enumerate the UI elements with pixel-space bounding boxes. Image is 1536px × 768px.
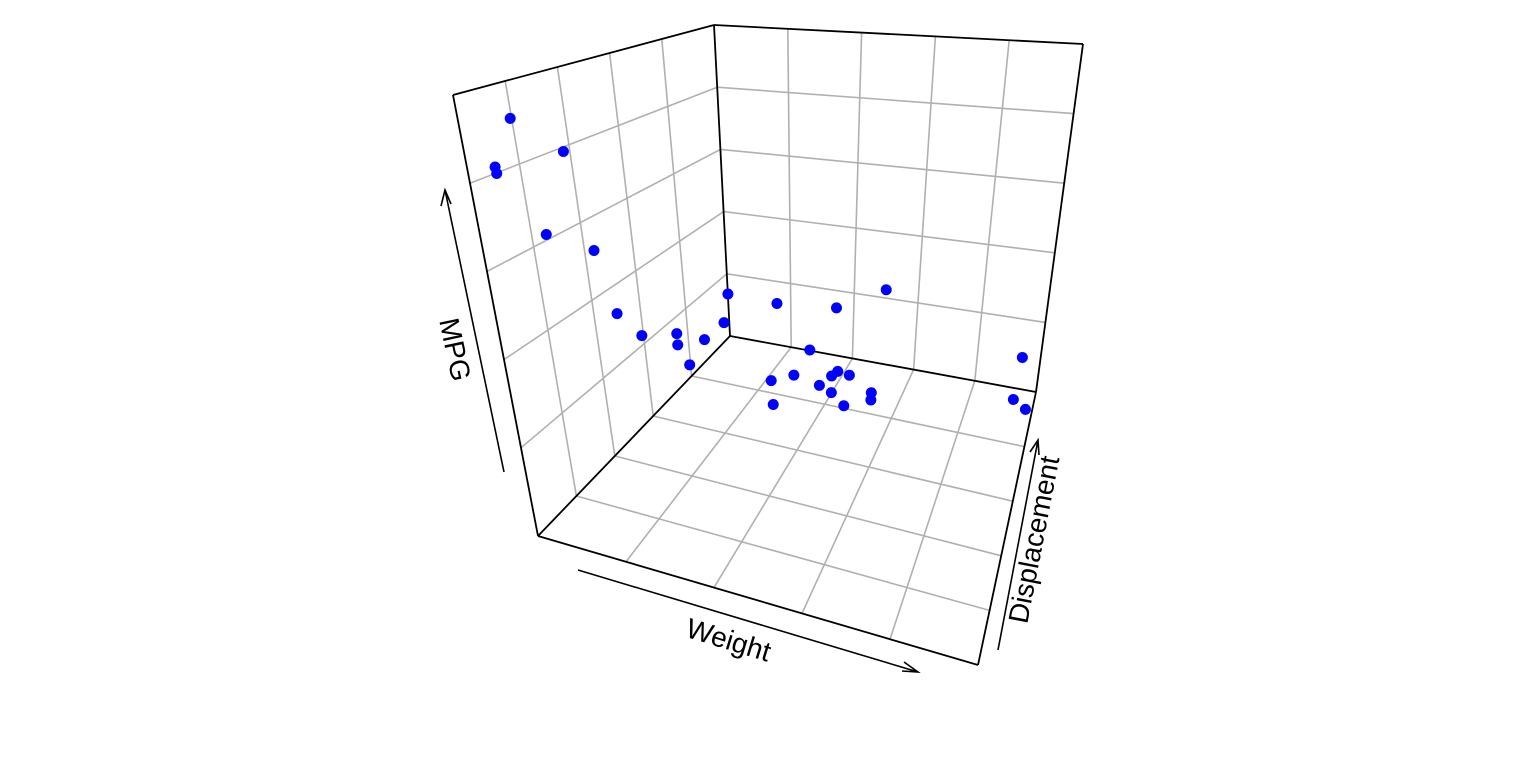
point xyxy=(843,369,855,381)
box-edge xyxy=(713,24,1084,45)
point xyxy=(698,334,710,346)
box-edge xyxy=(729,335,1037,393)
grid-line xyxy=(576,495,990,612)
point xyxy=(718,317,730,329)
x-axis-label: Weight xyxy=(683,612,775,667)
grid-line xyxy=(556,66,616,457)
grid-line xyxy=(851,32,863,359)
point xyxy=(636,330,648,342)
point xyxy=(1016,351,1028,363)
z-axis-arrow xyxy=(997,437,1040,651)
point xyxy=(865,387,877,399)
point xyxy=(672,339,684,351)
point xyxy=(684,359,696,371)
x-axis-arrow xyxy=(577,569,921,673)
grid-line xyxy=(486,148,721,273)
box-edge xyxy=(537,535,979,666)
grid-line xyxy=(720,148,1065,184)
box-edge xyxy=(452,24,715,96)
point xyxy=(832,365,844,377)
point xyxy=(813,379,825,391)
grid-line xyxy=(889,380,976,640)
point xyxy=(767,398,779,410)
grid-line xyxy=(608,52,654,417)
point xyxy=(557,145,569,157)
grid-line xyxy=(801,369,915,614)
point xyxy=(671,328,683,340)
point xyxy=(491,168,503,180)
point xyxy=(540,228,552,240)
grid-line xyxy=(520,273,728,449)
grid-line xyxy=(717,86,1074,115)
point xyxy=(880,284,892,296)
grid-line xyxy=(614,455,1002,557)
grid-line xyxy=(469,86,718,184)
point xyxy=(588,245,600,257)
y-axis-label: MPG xyxy=(433,315,477,384)
box-edge xyxy=(977,391,1037,666)
box-edge xyxy=(452,94,539,537)
point xyxy=(1007,394,1019,406)
box-edge xyxy=(537,335,731,537)
box xyxy=(452,24,1084,666)
grid-line xyxy=(787,28,792,348)
box-edge xyxy=(1035,43,1084,393)
points xyxy=(489,112,1031,415)
z-axis-label: Displacement xyxy=(1003,453,1066,626)
point xyxy=(830,302,842,314)
point xyxy=(788,369,800,381)
point xyxy=(1019,403,1031,415)
point xyxy=(825,387,837,399)
point xyxy=(611,308,623,320)
point xyxy=(504,112,516,124)
grid-line xyxy=(503,210,725,361)
point xyxy=(722,288,734,300)
point xyxy=(765,375,777,387)
point xyxy=(771,297,783,309)
grid-line xyxy=(504,80,578,497)
point xyxy=(804,344,816,356)
grid-line xyxy=(661,38,693,377)
grid-line xyxy=(726,273,1046,324)
y-axis-arrow xyxy=(440,187,505,473)
point xyxy=(838,400,850,412)
grid-line xyxy=(625,346,792,563)
grid-line xyxy=(912,36,937,370)
grid-line xyxy=(691,375,1025,448)
box-edge xyxy=(713,24,731,337)
grid-line xyxy=(723,210,1055,254)
grid-line xyxy=(653,415,1013,502)
grid-line xyxy=(974,40,1010,381)
